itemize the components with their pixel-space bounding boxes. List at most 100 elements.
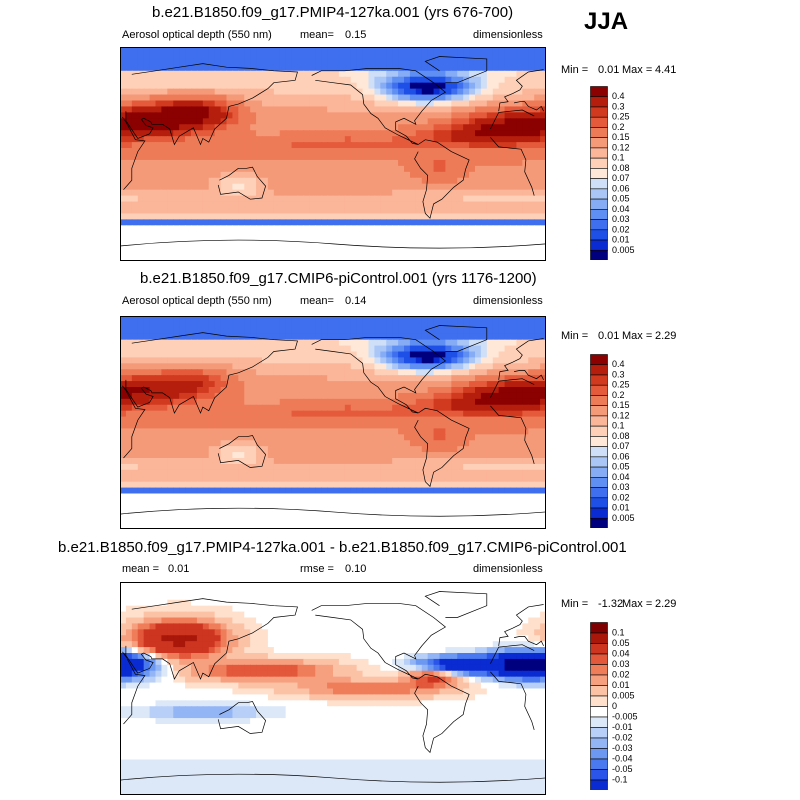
colorbar-tick-label: 0.05 bbox=[612, 462, 630, 472]
colorbar-box bbox=[590, 364, 608, 376]
colorbar-box bbox=[590, 168, 608, 179]
panel-1-max-label: Max = bbox=[622, 64, 653, 76]
colorbar-tick-label: 0.07 bbox=[612, 173, 630, 183]
colorbar-box bbox=[590, 507, 608, 519]
colorbar-tick-label: 0.06 bbox=[612, 451, 630, 461]
colorbar-tick-label: 0.01 bbox=[612, 503, 630, 513]
colorbar-box bbox=[590, 157, 608, 169]
panel-3-map bbox=[120, 582, 546, 795]
colorbar-tick-label: 0.005 bbox=[612, 513, 635, 523]
colorbar-tick-label: 0.4 bbox=[612, 91, 625, 101]
panel-2-max-value: 2.29 bbox=[655, 330, 677, 342]
colorbar-tick-label: 0.15 bbox=[612, 400, 630, 410]
colorbar-box bbox=[590, 116, 608, 128]
colorbar-box bbox=[590, 354, 608, 366]
colorbar-box bbox=[590, 466, 608, 478]
panel-3-mean-value: 0.01 bbox=[168, 563, 190, 575]
panel-3-min-label: Min = bbox=[561, 598, 589, 610]
panel-3-rmse-value: 0.10 bbox=[345, 563, 367, 575]
colorbar-box bbox=[590, 643, 608, 655]
colorbar-box bbox=[590, 758, 608, 770]
colorbar-tick-label: -0.03 bbox=[612, 743, 633, 753]
colorbar-tick-label: -0.1 bbox=[612, 775, 628, 785]
season-label: JJA bbox=[584, 8, 629, 35]
colorbar-tick-label: 0.02 bbox=[612, 670, 630, 680]
panel-3-rmse-label: rmse = bbox=[300, 563, 334, 575]
colorbar-tick-label: 0.04 bbox=[612, 204, 630, 214]
colorbar-box bbox=[590, 374, 608, 386]
colorbar-tick-label: 0.15 bbox=[612, 132, 630, 142]
panel-2-map bbox=[120, 316, 546, 529]
colorbar-box bbox=[590, 96, 608, 108]
colorbar-box bbox=[590, 127, 608, 138]
colorbar-box bbox=[590, 748, 608, 760]
colorbar-box bbox=[590, 239, 608, 251]
colorbar-tick-label: 0.04 bbox=[612, 472, 630, 482]
colorbar-tick-label: 0.03 bbox=[612, 482, 630, 492]
colorbar-box bbox=[590, 415, 608, 427]
colorbar-box bbox=[590, 147, 608, 159]
colorbar-box bbox=[590, 769, 608, 781]
colorbar-tick-label: -0.005 bbox=[612, 712, 638, 722]
panel-3-max-value: 2.29 bbox=[655, 598, 677, 610]
panel-3-min-value: -1.32 bbox=[598, 598, 624, 610]
panel-1-mean-label: mean= bbox=[300, 29, 334, 41]
colorbar-box bbox=[590, 695, 608, 707]
colorbar-tick-label: 0.05 bbox=[612, 638, 630, 648]
colorbar-tick-label: -0.04 bbox=[612, 754, 633, 764]
colorbar-tick-label: 0.1 bbox=[612, 421, 625, 431]
panel-1-colorbar: 0.40.30.250.20.150.120.10.080.070.060.05… bbox=[590, 86, 635, 260]
colorbar-box bbox=[590, 106, 608, 118]
colorbar-box bbox=[590, 395, 608, 406]
panel-2-variable-label: Aerosol optical depth (550 nm) bbox=[122, 295, 272, 307]
panel-1-max-value: 4.41 bbox=[655, 64, 677, 76]
panel-3-mean-label: mean = bbox=[122, 563, 159, 575]
colorbar-tick-label: 0.08 bbox=[612, 163, 630, 173]
colorbar-box bbox=[590, 517, 608, 528]
panel-2-max-label: Max = bbox=[622, 330, 653, 342]
colorbar-box bbox=[590, 737, 608, 749]
panel-1-map bbox=[120, 47, 546, 261]
panel-2-colorbar: 0.40.30.250.20.150.120.10.080.070.060.05… bbox=[590, 354, 635, 528]
colorbar-box bbox=[590, 384, 608, 396]
colorbar-tick-label: 0.005 bbox=[612, 691, 635, 701]
colorbar-box bbox=[590, 219, 608, 231]
colorbar-box bbox=[590, 779, 608, 790]
panel-2-min-value: 0.01 bbox=[598, 330, 620, 342]
colorbar-box bbox=[590, 425, 608, 437]
colorbar-tick-label: 0.02 bbox=[612, 492, 630, 502]
colorbar-tick-label: 0.3 bbox=[612, 369, 625, 379]
colorbar-tick-label: 0.25 bbox=[612, 380, 630, 390]
colorbar-box bbox=[590, 716, 608, 728]
colorbar-box bbox=[590, 209, 608, 220]
colorbar-box bbox=[590, 487, 608, 499]
colorbar-tick-label: 0.2 bbox=[612, 122, 625, 132]
colorbar-box bbox=[590, 653, 608, 665]
panel-3-units: dimensionless bbox=[473, 563, 543, 575]
colorbar-box bbox=[590, 456, 608, 468]
panel-1-min-value: 0.01 bbox=[598, 64, 620, 76]
panel-1-title: b.e21.B1850.f09_g17.PMIP4-127ka.001 (yrs… bbox=[152, 4, 514, 21]
colorbar-tick-label: 0.06 bbox=[612, 183, 630, 193]
colorbar-tick-label: 0.1 bbox=[612, 628, 625, 638]
panel-2-mean-label: mean= bbox=[300, 295, 334, 307]
colorbar-box bbox=[590, 497, 608, 509]
panel-2-mean-value: 0.14 bbox=[345, 295, 367, 307]
colorbar-tick-label: 0.03 bbox=[612, 659, 630, 669]
colorbar-box bbox=[590, 446, 608, 458]
colorbar-box bbox=[590, 674, 608, 686]
colorbar-box bbox=[590, 86, 608, 98]
panel-3-max-label: Max = bbox=[622, 598, 653, 610]
colorbar-box bbox=[590, 405, 608, 417]
panel-1-min-label: Min = bbox=[561, 64, 589, 76]
colorbar-box bbox=[590, 727, 608, 739]
panel-2-min-label: Min = bbox=[561, 330, 589, 342]
colorbar-box bbox=[590, 188, 608, 200]
panel-3-title: b.e21.B1850.f09_g17.PMIP4-127ka.001 - b.… bbox=[58, 539, 627, 556]
colorbar-box bbox=[590, 477, 608, 488]
colorbar-tick-label: 0.3 bbox=[612, 101, 625, 111]
colorbar-tick-label: 0.25 bbox=[612, 112, 630, 122]
colorbar-tick-label: 0.2 bbox=[612, 390, 625, 400]
panel-1-mean-value: 0.15 bbox=[345, 29, 367, 41]
colorbar-tick-label: -0.02 bbox=[612, 733, 633, 743]
